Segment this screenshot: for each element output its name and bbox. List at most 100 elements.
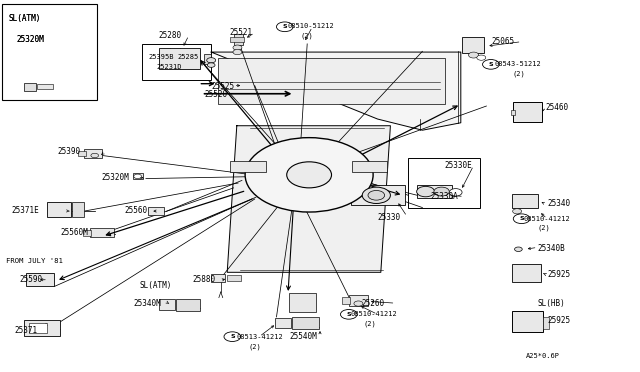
Bar xyxy=(408,158,480,208)
Circle shape xyxy=(368,190,385,200)
Text: 25260: 25260 xyxy=(362,299,385,308)
Text: 25540M: 25540M xyxy=(289,332,317,341)
Text: 25560M: 25560M xyxy=(61,228,88,237)
Text: 25521: 25521 xyxy=(229,28,252,37)
Bar xyxy=(513,102,542,122)
Bar xyxy=(352,161,387,172)
Text: 25525: 25525 xyxy=(211,82,234,91)
Bar xyxy=(83,230,91,236)
Circle shape xyxy=(449,189,462,196)
Bar xyxy=(26,273,54,286)
Bar xyxy=(204,54,211,64)
Circle shape xyxy=(513,214,530,224)
Text: S: S xyxy=(282,24,287,29)
Text: S: S xyxy=(488,62,493,67)
Circle shape xyxy=(224,332,241,341)
Circle shape xyxy=(233,49,242,55)
Bar xyxy=(211,274,225,282)
Text: 08510-41212: 08510-41212 xyxy=(351,311,397,317)
Text: 08543-51212: 08543-51212 xyxy=(494,61,541,67)
Bar xyxy=(78,151,86,156)
Text: 25065: 25065 xyxy=(492,37,515,46)
Circle shape xyxy=(245,138,373,212)
Bar xyxy=(275,318,291,328)
Bar xyxy=(90,228,114,237)
Circle shape xyxy=(233,45,242,50)
Text: (2): (2) xyxy=(248,343,261,350)
Text: S: S xyxy=(230,334,235,339)
Bar xyxy=(29,323,47,333)
Bar xyxy=(512,311,543,332)
Bar xyxy=(234,34,243,45)
Bar xyxy=(159,48,200,69)
Text: 25590: 25590 xyxy=(19,275,42,284)
Text: SL(ATM): SL(ATM) xyxy=(8,14,41,23)
Text: 25925: 25925 xyxy=(547,316,570,325)
Bar xyxy=(342,297,350,304)
Text: (2): (2) xyxy=(364,320,376,327)
Circle shape xyxy=(434,187,449,196)
Polygon shape xyxy=(211,52,461,130)
Text: 25320M: 25320M xyxy=(16,35,44,44)
Bar xyxy=(543,317,549,329)
Text: 25320M: 25320M xyxy=(101,173,129,182)
Polygon shape xyxy=(227,126,390,272)
Text: 25280: 25280 xyxy=(159,31,182,40)
Bar xyxy=(24,320,60,336)
Bar xyxy=(148,207,164,215)
Bar xyxy=(37,84,53,89)
Text: 25340M: 25340M xyxy=(133,299,161,308)
Text: (2): (2) xyxy=(512,70,525,77)
Text: 25395B: 25395B xyxy=(148,54,174,60)
Text: 25520: 25520 xyxy=(205,90,228,99)
Circle shape xyxy=(483,60,499,69)
Text: 25390: 25390 xyxy=(58,147,81,156)
Text: 25330E: 25330E xyxy=(445,161,472,170)
Circle shape xyxy=(287,162,332,188)
Text: A25*0.6P: A25*0.6P xyxy=(526,353,560,359)
Text: 25285: 25285 xyxy=(178,54,199,60)
Circle shape xyxy=(340,310,357,319)
Bar xyxy=(349,295,368,306)
Text: S: S xyxy=(346,312,351,317)
Circle shape xyxy=(354,301,363,306)
Text: 25371E: 25371E xyxy=(12,206,39,215)
Text: 25460: 25460 xyxy=(545,103,568,112)
Bar xyxy=(351,185,405,205)
Circle shape xyxy=(513,209,522,214)
Text: SL(HB): SL(HB) xyxy=(538,299,565,308)
Bar xyxy=(462,37,484,53)
Bar xyxy=(512,264,541,282)
Circle shape xyxy=(134,174,141,179)
Text: 25340B: 25340B xyxy=(538,244,565,253)
Bar xyxy=(417,185,452,198)
Text: 25231D: 25231D xyxy=(156,64,182,70)
Bar xyxy=(159,299,175,310)
Text: 08513-41212: 08513-41212 xyxy=(237,334,284,340)
Circle shape xyxy=(276,22,293,32)
Bar xyxy=(511,110,515,115)
Text: 25320M: 25320M xyxy=(16,35,44,44)
Bar xyxy=(230,37,244,42)
Circle shape xyxy=(91,153,99,158)
Text: (2): (2) xyxy=(538,224,550,231)
Bar xyxy=(47,202,71,217)
Circle shape xyxy=(207,63,215,67)
Bar xyxy=(176,299,200,311)
Text: S: S xyxy=(519,216,524,221)
Bar xyxy=(72,202,84,217)
Text: 08510-41212: 08510-41212 xyxy=(524,216,570,222)
Text: 25880: 25880 xyxy=(192,275,215,284)
Text: 08510-51212: 08510-51212 xyxy=(288,23,335,29)
Bar xyxy=(84,149,102,158)
Text: 25330: 25330 xyxy=(378,213,401,222)
Bar xyxy=(289,293,316,312)
Bar xyxy=(227,275,241,281)
Bar xyxy=(512,194,538,208)
Bar xyxy=(24,83,36,91)
Circle shape xyxy=(417,186,435,197)
Circle shape xyxy=(477,55,486,60)
Text: 25371: 25371 xyxy=(14,326,37,335)
Circle shape xyxy=(207,58,216,63)
Bar xyxy=(218,58,445,104)
